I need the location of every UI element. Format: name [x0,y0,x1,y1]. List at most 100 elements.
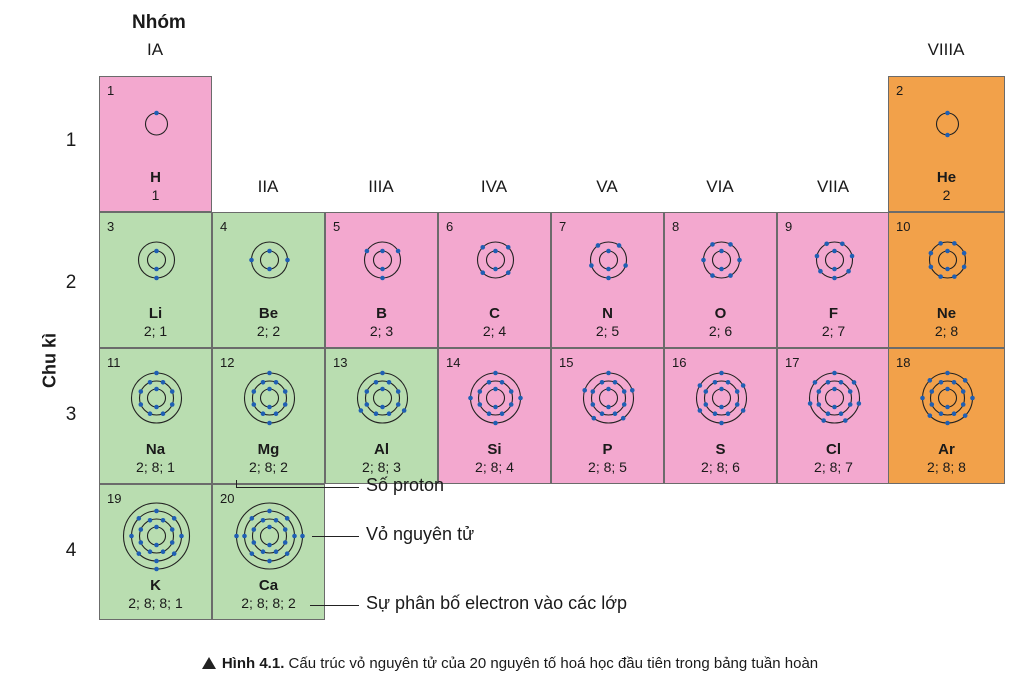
electron-shell-2 [364,380,401,416]
electron-dot [267,248,272,254]
electron-dot [856,401,862,406]
electron-dot [847,402,853,407]
atom-shells-diagram [130,370,183,424]
electron-dot [508,402,514,407]
element-cell-ne: 10 Ne 2; 8 [888,212,1005,348]
electron-dot [838,379,844,385]
electron-dot [267,508,272,514]
electron-dot [154,566,159,572]
element-symbol: O [714,305,727,322]
electron-dot [505,270,511,276]
electron-shell-1 [598,388,619,408]
electron-dot [961,250,967,256]
atom-shells-diagram [695,370,748,426]
electron-dot [952,241,957,246]
electron-dot [612,379,618,385]
electron-dot [154,508,159,514]
element-symbol: K [150,577,161,594]
element-symbol: Be [258,305,279,322]
atomic-number: 9 [785,219,793,234]
electron-dot [493,266,498,272]
electron-dot [160,549,166,555]
electron-dot [171,551,177,556]
electron-dot [284,516,290,521]
electron-dot [169,527,175,532]
electron-dot [477,389,483,394]
electron-shell-2 [816,380,853,416]
electron-shell-2 [251,518,288,554]
electron-dot [945,370,950,376]
electron-dot [364,248,370,254]
electron-shell-2 [929,380,966,416]
electron-dot [493,404,498,410]
electron-dot [499,379,505,385]
electron-dot [719,386,724,392]
element-cell-ca: 20 Ca 2; 8; 8; 2 [212,484,325,620]
group-label-iiia: IIIA [368,177,394,196]
electron-dot [945,420,950,426]
group-label-viiia: VIIIA [927,40,965,59]
electron-dot [846,268,851,274]
element-cell-cl: 17 Cl 2; 8; 7 [777,348,890,484]
element-symbol: N [602,305,613,322]
electron-dot [945,386,950,392]
element-cell-ar: 18 Ar 2; 8; 8 [888,348,1005,484]
atomic-number: 15 [559,355,574,370]
electron-dot [136,516,142,521]
electron-dot [267,370,272,376]
electron-shell-1 [259,526,280,546]
electron-dot [251,527,257,532]
period-axis-label: Chu kì [39,333,60,389]
legend-line-shell [312,536,359,537]
electron-configuration: 2; 8; 3 [362,459,401,475]
electron-dot [154,370,159,376]
electron-shell-1 [937,388,958,408]
electron-configuration: 2; 8; 4 [475,459,514,475]
electron-dot [807,401,813,406]
electron-dot [728,273,733,278]
electron-shell-2 [703,380,740,416]
electron-dot [260,379,266,385]
electron-dot [962,378,968,383]
electron-dot [154,110,159,116]
legend-proton: Số proton [366,475,445,495]
electron-dot [703,402,709,407]
electron-configuration: 2; 8; 6 [701,459,740,475]
element-cell-s: 16 S 2; 8; 6 [664,348,777,484]
electron-configuration: 2; 8; 2 [249,459,288,475]
atom-shells-diagram [234,502,305,570]
atomic-number: 2 [896,83,904,98]
electron-dot [938,379,944,385]
element-symbol: F [828,305,839,322]
electron-dot [599,411,605,417]
electron-dot [493,386,498,392]
atomic-number: 5 [333,219,341,234]
electron-dot [154,275,159,281]
element-symbol: P [602,441,613,458]
element-symbol: S [715,441,726,458]
electron-dot [719,404,724,410]
electron-dot [364,402,370,407]
electron-dot [267,266,272,272]
electron-dot [938,241,943,246]
group-label-via: VIA [706,177,734,196]
element-symbol: H [150,169,161,186]
electron-shell-1 [711,250,732,270]
electron-configuration: 2; 8; 8; 1 [128,595,183,611]
element-cell-li: 3 Li 2; 1 [99,212,212,348]
electron-configuration: 1 [151,187,160,203]
electron-dot [945,248,950,254]
electron-shell-1 [259,388,280,408]
electron-dot [147,411,153,417]
group-label-viia: VIIA [816,177,850,196]
electron-dot [468,395,473,401]
triangle-icon [201,657,216,669]
electron-dot [719,370,724,376]
atomic-number: 6 [446,219,454,234]
atomic-number: 8 [672,219,680,234]
electron-configuration: 2; 2 [256,323,281,339]
electron-dot [493,420,498,426]
element-symbol: Si [487,441,502,458]
